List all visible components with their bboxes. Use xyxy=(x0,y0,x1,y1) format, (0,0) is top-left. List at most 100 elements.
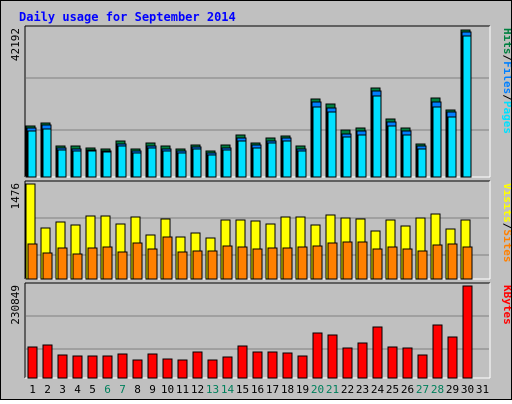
chart-title: Daily usage for September 2014 xyxy=(19,10,236,24)
bar-pages-day-12 xyxy=(192,148,202,178)
bar-kbytes-day-16 xyxy=(252,351,263,379)
bar-sites-day-6 xyxy=(102,246,113,280)
bar-kbytes-day-27 xyxy=(417,354,428,379)
bar-pages-day-18 xyxy=(282,140,292,178)
bar-kbytes-day-18 xyxy=(282,352,293,379)
bar-pages-day-2 xyxy=(42,128,52,178)
bar-pages-day-1 xyxy=(27,130,37,178)
bar-sites-day-9 xyxy=(147,248,158,280)
bar-kbytes-day-23 xyxy=(357,342,368,379)
legend-hits: Hits xyxy=(501,28,511,55)
bar-kbytes-day-1 xyxy=(27,346,38,379)
x-tick-label-17: 17 xyxy=(266,383,279,396)
x-tick-label-10: 10 xyxy=(161,383,174,396)
x-tick-label-25: 25 xyxy=(386,383,399,396)
x-tick-label-5: 5 xyxy=(89,383,96,396)
bar-sites-day-29 xyxy=(447,243,458,280)
x-tick-label-21: 21 xyxy=(326,383,339,396)
bar-kbytes-day-25 xyxy=(387,346,398,379)
bar-sites-day-5 xyxy=(87,247,98,280)
x-axis-labels: 1 2 3 4 5 6 7 8 9 10 11 12 13 14 15 16 17 18 19 20 21 22 23 24 2… xyxy=(29,383,489,396)
bar-kbytes-day-8 xyxy=(132,359,143,379)
bottom-ymax-label: 230849 xyxy=(9,285,22,325)
bar-sites-day-10 xyxy=(162,236,173,280)
legend-separator: / xyxy=(501,223,511,230)
bar-kbytes-day-29 xyxy=(447,336,458,379)
bar-pages-day-19 xyxy=(297,150,307,178)
x-tick-label-16: 16 xyxy=(251,383,264,396)
bar-pages-day-10 xyxy=(162,150,172,178)
bar-pages-day-29 xyxy=(447,116,457,178)
x-tick-label-7: 7 xyxy=(119,383,126,396)
bar-kbytes-day-15 xyxy=(237,345,248,379)
legend-kbytes: KBytes xyxy=(501,285,511,325)
legend-visits: Visits xyxy=(501,183,511,223)
bar-sites-day-30 xyxy=(462,246,473,280)
bar-sites-day-17 xyxy=(267,247,278,280)
top-legend-label: Hits/Files/Pages xyxy=(501,28,511,134)
x-tick-label-29: 29 xyxy=(446,383,459,396)
x-tick-label-24: 24 xyxy=(371,383,385,396)
bar-sites-day-16 xyxy=(252,248,263,280)
x-tick-label-27: 27 xyxy=(416,383,429,396)
bar-pages-day-11 xyxy=(177,152,187,178)
bar-kbytes-day-13 xyxy=(207,359,218,379)
bar-sites-day-15 xyxy=(237,246,248,280)
bar-kbytes-day-2 xyxy=(42,344,53,379)
legend-files: Files xyxy=(501,61,511,94)
bar-kbytes-day-22 xyxy=(342,347,353,379)
bar-pages-day-8 xyxy=(132,152,142,178)
middle-ymax-label: 1476 xyxy=(9,183,22,210)
bar-pages-day-7 xyxy=(117,145,127,178)
bar-sites-day-8 xyxy=(132,242,143,280)
x-tick-label-20: 20 xyxy=(311,383,324,396)
x-tick-label-6: 6 xyxy=(104,383,111,396)
bar-sites-day-22 xyxy=(342,241,353,280)
bar-pages-day-30 xyxy=(462,35,472,178)
x-tick-label-4: 4 xyxy=(74,383,81,396)
bar-pages-day-15 xyxy=(237,140,247,178)
bar-pages-day-3 xyxy=(57,149,67,178)
x-tick-label-19: 19 xyxy=(296,383,309,396)
bar-kbytes-day-24 xyxy=(372,326,383,379)
bar-kbytes-day-14 xyxy=(222,356,233,379)
x-tick-label-2: 2 xyxy=(44,383,51,396)
bar-pages-day-25 xyxy=(387,125,397,178)
bar-pages-day-27 xyxy=(417,148,427,178)
bar-pages-day-28 xyxy=(432,106,442,178)
middle-legend-label: Visits/Sites xyxy=(501,183,511,263)
x-tick-label-23: 23 xyxy=(356,383,369,396)
legend-separator: / xyxy=(501,94,511,101)
bar-kbytes-day-12 xyxy=(192,351,203,379)
x-tick-label-13: 13 xyxy=(206,383,219,396)
bar-pages-day-14 xyxy=(222,149,232,178)
bar-pages-day-9 xyxy=(147,147,157,178)
x-tick-label-14: 14 xyxy=(221,383,235,396)
legend-sites: Sites xyxy=(501,229,511,262)
x-tick-label-1: 1 xyxy=(29,383,36,396)
bar-sites-day-27 xyxy=(417,250,428,280)
bar-sites-day-28 xyxy=(432,244,443,280)
x-tick-label-9: 9 xyxy=(149,383,156,396)
x-tick-label-22: 22 xyxy=(341,383,354,396)
bottom-panel: 230849 KBytes xyxy=(9,282,512,379)
bar-sites-day-7 xyxy=(117,251,128,280)
bar-kbytes-day-30 xyxy=(462,285,473,379)
bar-pages-day-5 xyxy=(87,150,97,178)
bar-sites-day-3 xyxy=(57,247,68,280)
x-tick-label-31: 31 xyxy=(476,383,489,396)
top-ymax-label: 42192 xyxy=(9,28,22,61)
bar-sites-day-2 xyxy=(42,252,53,280)
bar-kbytes-day-21 xyxy=(327,334,338,379)
bar-kbytes-day-28 xyxy=(432,324,443,379)
bar-kbytes-day-4 xyxy=(72,355,83,379)
bar-kbytes-day-9 xyxy=(147,353,158,379)
x-tick-label-12: 12 xyxy=(191,383,204,396)
middle-panel: 1476 Visits/Sites xyxy=(9,180,512,280)
bar-kbytes-day-6 xyxy=(102,355,113,379)
bar-kbytes-day-10 xyxy=(162,358,173,379)
bar-sites-day-14 xyxy=(222,245,233,280)
bar-kbytes-day-17 xyxy=(267,351,278,379)
